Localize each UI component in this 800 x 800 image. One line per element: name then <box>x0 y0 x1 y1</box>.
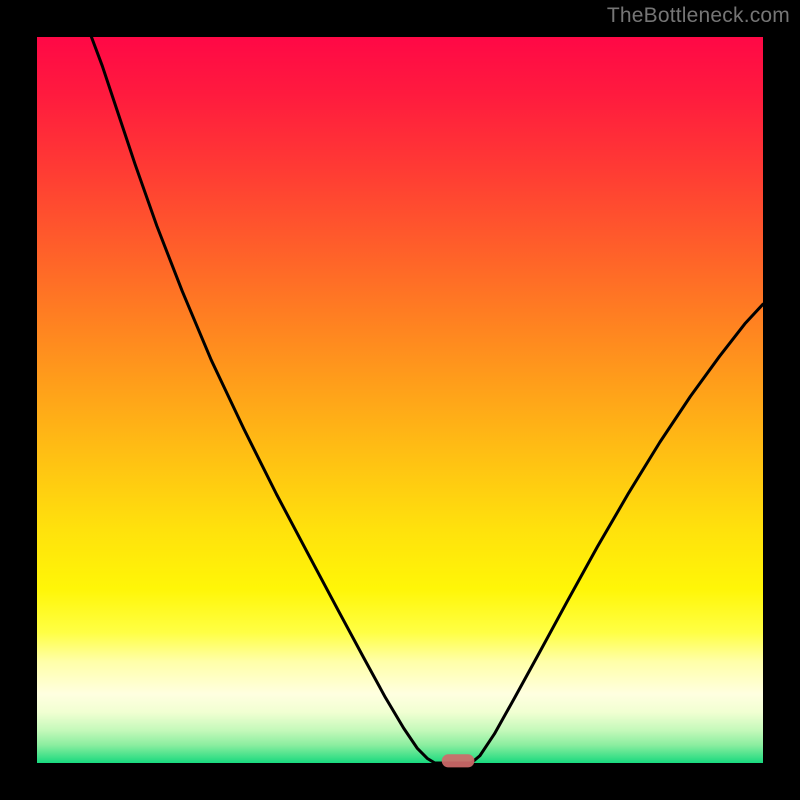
gradient-panel <box>37 37 763 763</box>
bottleneck-curve-chart <box>0 0 800 800</box>
watermark-text: TheBottleneck.com <box>607 4 790 28</box>
chart-stage: TheBottleneck.com <box>0 0 800 800</box>
optimal-marker <box>442 754 475 767</box>
